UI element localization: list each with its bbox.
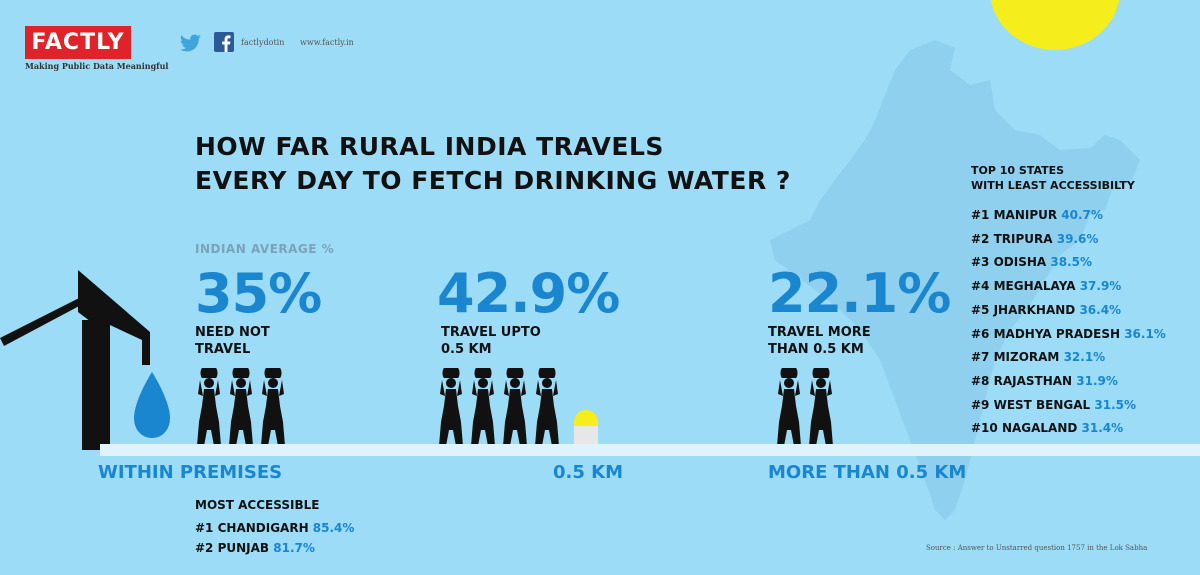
list-item: #5 JHARKHAND 36.4% [971, 303, 1121, 317]
figures-more-than-half-km [775, 368, 835, 448]
state-percentage: 36.4% [1079, 302, 1122, 317]
rank: #8 [971, 373, 994, 388]
water-carrier-figure-icon [469, 368, 497, 448]
state-percentage: 31.4% [1081, 421, 1124, 436]
state-name: CHANDIGARH [217, 521, 313, 535]
facebook-icon[interactable] [214, 32, 234, 52]
state-name: ODISHA [993, 255, 1051, 270]
figures-within-premises [195, 368, 287, 448]
rank: #1 [971, 208, 994, 222]
milestone-marker-icon [574, 410, 598, 446]
rank: #5 [971, 302, 994, 317]
stat-more-than-half-km-value: 22.1% [768, 262, 951, 325]
list-item: #1 MANIPUR 40.7% [971, 208, 1103, 222]
list-item: #7 MIZORAM 32.1% [971, 350, 1105, 364]
water-carrier-figure-icon [195, 368, 223, 448]
water-carrier-figure-icon [259, 368, 287, 448]
list-item: #1 CHANDIGARH 85.4% [195, 521, 354, 535]
state-name: RAJASTHAN [993, 373, 1077, 388]
stat-label-line: 0.5 KM [441, 342, 492, 357]
state-name: MEGHALAYA [993, 279, 1080, 294]
state-percentage: 38.5% [1050, 255, 1093, 270]
social-handle[interactable]: factlydotin [241, 38, 285, 47]
state-percentage: 31.5% [1094, 397, 1137, 412]
water-carrier-figure-icon [533, 368, 561, 448]
water-carrier-figure-icon [807, 368, 835, 448]
list-item: #9 WEST BENGAL 31.5% [971, 398, 1136, 412]
rank: #3 [971, 255, 994, 270]
stat-more-than-half-km-label: TRAVEL MORE THAN 0.5 KM [768, 324, 871, 358]
ground-line [100, 444, 1200, 456]
state-percentage: 81.7% [273, 541, 315, 555]
list-item: #2 TRIPURA 39.6% [971, 232, 1098, 246]
rank: #2 [195, 541, 218, 555]
category-half-km: 0.5 KM [553, 462, 624, 483]
figures-upto-half-km [437, 368, 561, 448]
title-line-2: EVERY DAY TO FETCH DRINKING WATER ? [195, 166, 791, 195]
least-accessible-title-line: TOP 10 STATES [971, 164, 1065, 177]
stat-label-line: TRAVEL [195, 342, 251, 357]
state-name: NAGALAND [1001, 421, 1082, 436]
rank: #10 [971, 421, 1002, 436]
website-link[interactable]: www.factly.in [300, 38, 354, 47]
page-title: HOW FAR RURAL INDIA TRAVELS EVERY DAY TO… [195, 130, 791, 198]
rank: #1 [195, 521, 218, 535]
state-percentage: 39.6% [1056, 231, 1099, 246]
stat-label-line: THAN 0.5 KM [768, 342, 864, 357]
stat-within-premises-label: NEED NOT TRAVEL [195, 324, 270, 358]
list-item: #2 PUNJAB 81.7% [195, 541, 315, 555]
water-carrier-figure-icon [501, 368, 529, 448]
state-name: MADHYA PRADESH [993, 326, 1125, 341]
twitter-icon[interactable] [180, 34, 202, 52]
list-item: #4 MEGHALAYA 37.9% [971, 279, 1121, 293]
least-accessible-title: TOP 10 STATES WITH LEAST ACCESSIBILTY [971, 163, 1135, 193]
stat-label-line: NEED NOT [195, 325, 270, 340]
state-name: MIZORAM [993, 350, 1064, 365]
state-percentage: 40.7% [1061, 208, 1103, 222]
water-carrier-figure-icon [227, 368, 255, 448]
state-name: WEST BENGAL [993, 397, 1095, 412]
hand-pump-icon [0, 270, 170, 450]
list-item: #8 RAJASTHAN 31.9% [971, 374, 1118, 388]
brand-tagline: Making Public Data Meaningful [25, 61, 169, 71]
state-percentage: 85.4% [312, 521, 355, 535]
water-carrier-figure-icon [775, 368, 803, 448]
average-label: INDIAN AVERAGE % [195, 242, 335, 256]
state-percentage: 31.9% [1076, 373, 1118, 388]
most-accessible-title: MOST ACCESSIBLE [195, 498, 320, 512]
rank: #6 [971, 326, 994, 341]
state-percentage: 37.9% [1079, 279, 1122, 294]
rank: #9 [971, 397, 994, 412]
stat-label-line: TRAVEL UPTO [441, 325, 541, 340]
list-item: #6 MADHYA PRADESH 36.1% [971, 327, 1166, 341]
category-within-premises: WITHIN PREMISES [98, 462, 283, 483]
state-name: PUNJAB [217, 541, 274, 555]
state-percentage: 32.1% [1063, 350, 1106, 365]
stat-label-line: TRAVEL MORE [768, 325, 871, 340]
source-note: Source : Answer to Unstarred question 17… [926, 544, 1148, 552]
rank: #2 [971, 231, 994, 246]
rank: #7 [971, 350, 994, 365]
rank: #4 [971, 279, 994, 294]
title-line-1: HOW FAR RURAL INDIA TRAVELS [195, 132, 664, 161]
stat-upto-half-km-label: TRAVEL UPTO 0.5 KM [441, 324, 541, 358]
water-carrier-figure-icon [437, 368, 465, 448]
factly-logo[interactable]: FACTLY [25, 26, 131, 59]
state-percentage: 36.1% [1124, 326, 1166, 341]
state-name: JHARKHAND [993, 302, 1080, 317]
state-name: MANIPUR [993, 208, 1062, 222]
least-accessible-title-line: WITH LEAST ACCESSIBILTY [971, 179, 1135, 192]
category-more-than-half-km: MORE THAN 0.5 KM [768, 462, 967, 483]
state-name: TRIPURA [993, 231, 1057, 246]
stat-within-premises-value: 35% [195, 262, 322, 325]
list-item: #3 ODISHA 38.5% [971, 255, 1092, 269]
stat-upto-half-km-value: 42.9% [437, 262, 620, 325]
list-item: #10 NAGALAND 31.4% [971, 421, 1123, 435]
india-map-silhouette [770, 40, 1140, 520]
